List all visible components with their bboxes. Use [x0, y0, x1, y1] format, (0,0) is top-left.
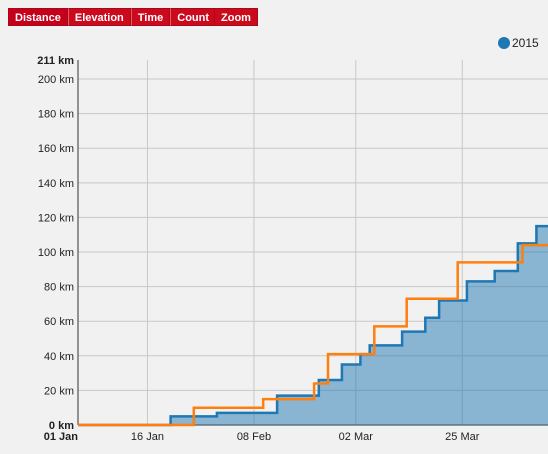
metric-toggle-group: Distance Elevation Time Count	[8, 8, 217, 26]
y-top-label: 211 km	[37, 55, 74, 67]
y-tick-label: 200 km	[38, 74, 74, 86]
series-2015-area	[78, 226, 548, 425]
y-tick-label: 160 km	[38, 143, 74, 155]
y-tick-label: 180 km	[38, 109, 74, 121]
y-tick-label: 140 km	[38, 178, 74, 190]
elevation-button[interactable]: Elevation	[67, 8, 131, 26]
y-tick-label: 120 km	[38, 212, 74, 224]
y-tick-label: 100 km	[38, 247, 74, 259]
x-tick-label: 25 Mar	[445, 431, 480, 443]
time-button[interactable]: Time	[130, 8, 171, 26]
x-tick-label: 02 Mar	[339, 431, 374, 443]
series-orange-line	[78, 243, 548, 427]
count-button[interactable]: Count	[170, 8, 217, 26]
x-tick-label: 08 Feb	[237, 431, 271, 443]
zoom-button[interactable]: Zoom	[214, 8, 258, 26]
y-tick-label: 80 km	[44, 282, 74, 294]
y-tick-label: 60 km	[44, 316, 74, 328]
series-2015-line	[78, 224, 548, 427]
y-tick-label: 20 km	[44, 385, 74, 397]
legend: 2015	[498, 36, 539, 50]
y-tick-label: 40 km	[44, 351, 74, 363]
y-tick-label: 0 km	[49, 420, 74, 432]
x-tick-label: 01 Jan	[44, 431, 79, 443]
legend-dot-icon	[498, 37, 510, 49]
x-tick-label: 16 Jan	[131, 431, 164, 443]
distance-button[interactable]: Distance	[8, 8, 68, 26]
legend-label: 2015	[512, 36, 539, 50]
